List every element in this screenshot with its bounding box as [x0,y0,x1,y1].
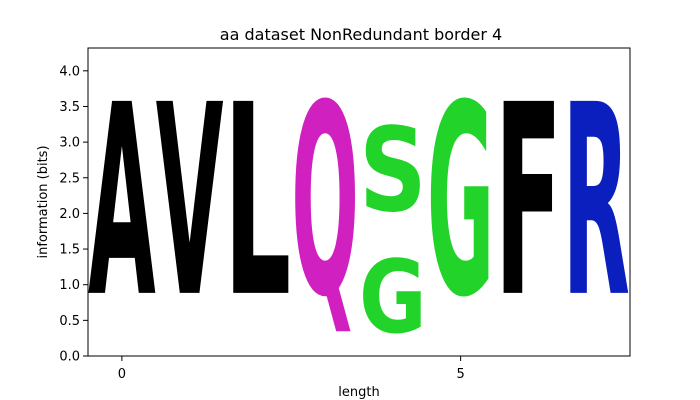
logo-letter-a: A [88,50,156,356]
logo-letter-v: V [156,50,224,356]
logo-letter-g: G [427,50,495,356]
logo-letter-q: Q [291,48,359,355]
x-tick-label: 5 [456,367,464,382]
plot-frame [87,47,631,357]
logo-letter-f: F [495,48,563,355]
logo-letters: A V L Q GS G F R [88,48,630,356]
y-tick-label: 3.5 [59,100,80,115]
chart-title: aa dataset NonRedundant border 4 [220,25,502,44]
y-tick-label: 0.0 [59,350,80,365]
y-tick-label: 1.5 [59,243,80,258]
y-tick-label: 1.0 [59,278,80,293]
x-axis-label: length [338,385,379,400]
logo-letter-l: L [224,50,292,356]
y-tick-label: 2.5 [59,171,80,186]
y-tick-label: 0.5 [59,314,80,329]
logo-letter-g: G [359,239,427,356]
x-tick-label: 0 [118,367,126,382]
logo-letter-s: S [359,103,427,238]
y-tick-label: 2.0 [59,207,80,222]
logo-letter-r: R [562,50,630,356]
y-axis-label: information (bits) [36,145,51,258]
y-tick-label: 4.0 [59,64,80,79]
y-tick-label: 3.0 [59,136,80,151]
y-axis: 0.0 0.5 1.0 1.5 2.0 2.5 3.0 3.5 4.0 [59,64,88,365]
